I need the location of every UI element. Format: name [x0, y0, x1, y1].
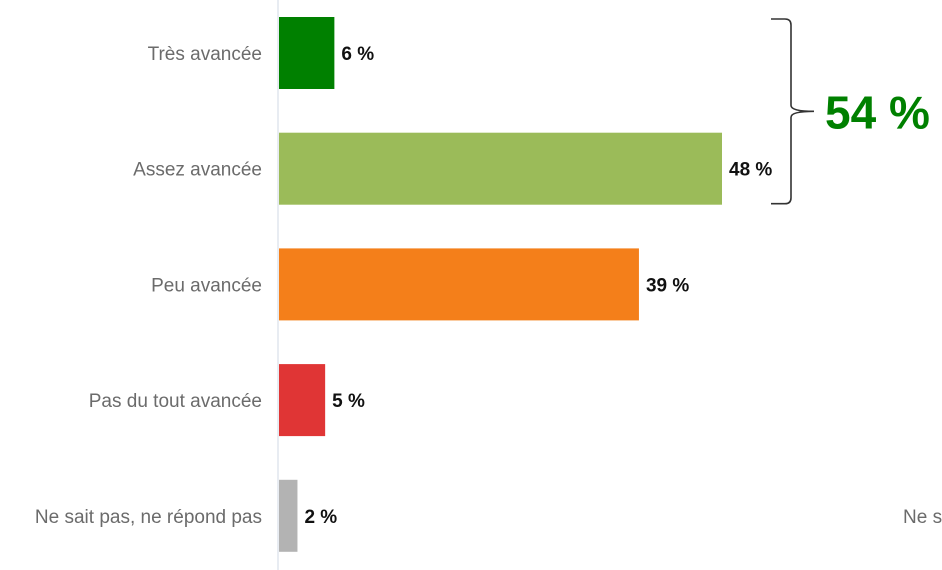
- category-label-pas-du-tout-avancee: Pas du tout avancée: [89, 391, 262, 412]
- total-bracket-label: 54 %: [825, 86, 930, 138]
- value-label-peu-avancee: 39 %: [646, 275, 689, 296]
- value-label-assez-avancee: 48 %: [729, 160, 772, 181]
- category-label-peu-avancee: Peu avancée: [151, 275, 262, 296]
- bar-tres-avancee: [279, 17, 335, 89]
- value-label-pas-du-tout-avancee: 5 %: [332, 391, 365, 412]
- value-label-ne-sait-pas-ne-repond-pas: 2 %: [304, 507, 337, 528]
- bar-peu-avancee: [279, 248, 639, 321]
- category-label-ne-sait-pas-ne-repond-pas: Ne sait pas, ne répond pas: [35, 507, 262, 528]
- bar-ne-sait-pas-ne-repond-pas: [279, 479, 298, 552]
- bar-pas-du-tout-avancee: [279, 364, 326, 437]
- category-label-tres-avancee: Très avancée: [148, 44, 262, 65]
- bar-assez-avancee: [279, 132, 722, 205]
- total-bracket: [771, 18, 815, 205]
- value-label-tres-avancee: 6 %: [341, 44, 374, 65]
- category-label-assez-avancee: Assez avancée: [133, 160, 262, 181]
- cut-off-label: Ne s: [903, 507, 942, 528]
- bars-group: Très avancée 6 % Assez avancée 48 % Peu avan…: [35, 17, 772, 552]
